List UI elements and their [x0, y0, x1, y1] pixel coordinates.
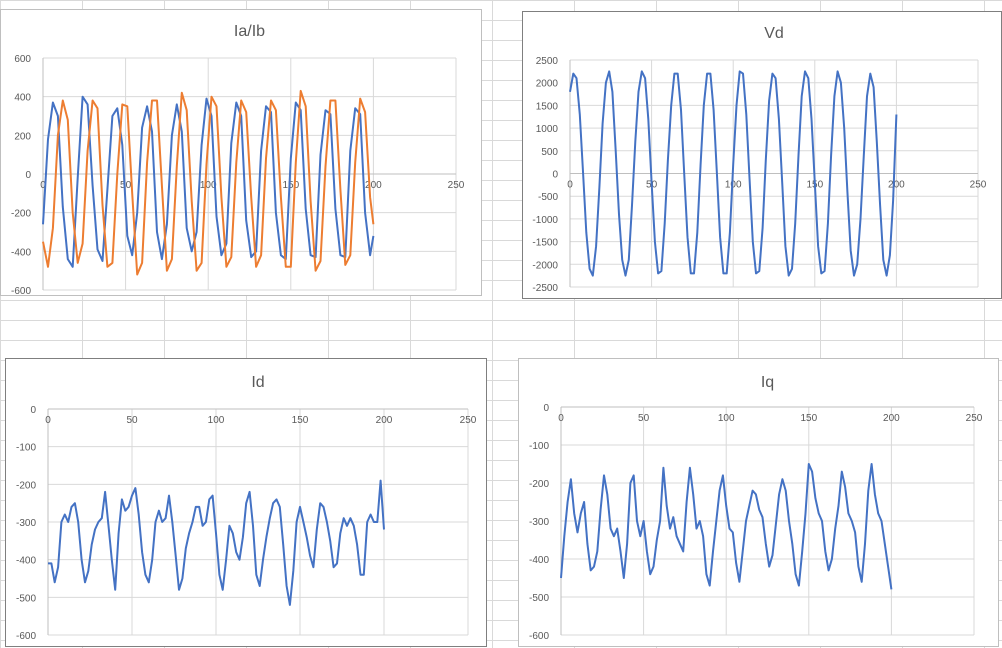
chart-iq: Iq -600 -500 -400 -300 -200 -100 0 0 50 100 150 200 2… — [518, 358, 999, 647]
id-y-tick-label-2: -400 — [16, 556, 36, 567]
chart-vd: Vd -2500 -2000 -1500 -1000 -500 0 500 1000 1500 20… — [522, 11, 1002, 299]
iaib-y-tick-label-3: 0 — [25, 170, 31, 181]
vd-y-tick-label-8: 1500 — [536, 101, 559, 112]
id-y-tick-label-4: -200 — [16, 480, 36, 491]
vd-x-tick-label-2: 100 — [725, 180, 742, 191]
iaib-x-tick-label-1: 50 — [120, 180, 132, 191]
vd-x-tick-label-0: 0 — [567, 180, 573, 191]
id-title: Id — [251, 374, 264, 391]
id-y-tick-label-1: -500 — [16, 593, 36, 604]
vd-y-tick-label-9: 2000 — [536, 79, 559, 90]
iaib-x-tick-label-2: 100 — [200, 180, 217, 191]
id-series-line-0 — [48, 479, 385, 606]
iaib-series-line-0 — [42, 95, 375, 268]
iaib-x-tick-label-0: 0 — [40, 180, 46, 191]
vd-y-tick-label-0: -2500 — [532, 283, 558, 294]
iaib-series-line-1 — [42, 89, 375, 276]
vd-title: Vd — [764, 25, 784, 42]
iaib-x-tick-label-3: 150 — [282, 180, 299, 191]
iq-title: Iq — [761, 374, 774, 391]
vd-y-tick-label-4: -500 — [538, 192, 558, 203]
iaib-x-tick-label-4: 200 — [365, 180, 382, 191]
vd-x-tick-label-5: 250 — [970, 180, 987, 191]
id-y-tick-label-0: -600 — [16, 631, 36, 642]
id-x-tick-label-3: 150 — [292, 415, 309, 426]
iq-x-tick-label-2: 100 — [718, 413, 735, 424]
chart-id: Id -600 -500 -400 -300 -200 -100 0 0 50 100 150 200 2… — [5, 358, 487, 647]
chart-vd-svg: Vd-2500-2000-1500-1000-50005001000150020… — [532, 25, 987, 294]
chart-ia-ib-svg: Ia/Ib -600 -400 -200 0 200 400 600 0 50 100 150 200 2… — [11, 23, 465, 297]
iaib-x-tick-label-5: 250 — [448, 180, 465, 191]
iaib-title: Ia/Ib — [234, 23, 265, 40]
id-y-tick-label-6: 0 — [30, 405, 36, 416]
iq-x-tick-label-4: 200 — [883, 413, 900, 424]
id-x-tick-label-5: 250 — [460, 415, 477, 426]
vd-x-tick-label-4: 200 — [888, 180, 905, 191]
id-x-tick-label-2: 100 — [208, 415, 225, 426]
iaib-y-tick-label-5: 400 — [14, 93, 31, 104]
iaib-y-tick-label-2: -200 — [11, 209, 31, 220]
iaib-y-tick-label-1: -400 — [11, 247, 31, 258]
iq-y-tick-label-6: 0 — [543, 403, 549, 414]
iaib-y-tick-label-6: 600 — [14, 54, 31, 65]
iq-y-tick-label-2: -400 — [529, 555, 549, 566]
id-x-tick-label-0: 0 — [45, 415, 51, 426]
iq-x-tick-label-3: 150 — [800, 413, 817, 424]
iq-x-tick-label-1: 50 — [638, 413, 650, 424]
vd-y-tick-label-1: -2000 — [532, 260, 558, 271]
vd-y-tick-label-2: -1500 — [532, 238, 558, 249]
id-x-tick-label-4: 200 — [376, 415, 393, 426]
id-y-tick-label-5: -100 — [16, 443, 36, 454]
vd-y-tick-label-7: 1000 — [536, 124, 559, 135]
iq-y-tick-label-1: -500 — [529, 593, 549, 604]
iq-y-tick-label-0: -600 — [529, 631, 549, 642]
iq-y-tick-label-5: -100 — [529, 441, 549, 452]
vd-y-tick-label-6: 500 — [541, 147, 558, 158]
id-y-tick-label-3: -300 — [16, 518, 36, 529]
chart-id-svg: Id -600 -500 -400 -300 -200 -100 00 50 100 150 200 2… — [16, 374, 477, 642]
iq-series-line-0 — [560, 463, 893, 590]
vd-y-tick-label-3: -1000 — [532, 215, 558, 226]
iaib-y-tick-label-4: 200 — [14, 131, 31, 142]
vd-series-line-0 — [569, 70, 898, 277]
iq-y-tick-label-3: -300 — [529, 517, 549, 528]
iq-y-tick-label-4: -200 — [529, 479, 549, 490]
vd-y-tick-label-5: 0 — [552, 170, 558, 181]
iaib-y-tick-label-0: -600 — [11, 286, 31, 297]
vd-y-tick-label-10: 2500 — [536, 56, 559, 67]
chart-iq-svg: Iq -600 -500 -400 -300 -200 -100 00 50 100 150 200 2… — [529, 374, 983, 642]
iq-x-tick-label-0: 0 — [558, 413, 564, 424]
iq-x-tick-label-5: 250 — [966, 413, 983, 424]
id-x-tick-label-1: 50 — [126, 415, 138, 426]
chart-ia-ib: Ia/Ib -600 -400 -200 0 200 400 600 0 50 100 150 200 2… — [0, 9, 482, 297]
